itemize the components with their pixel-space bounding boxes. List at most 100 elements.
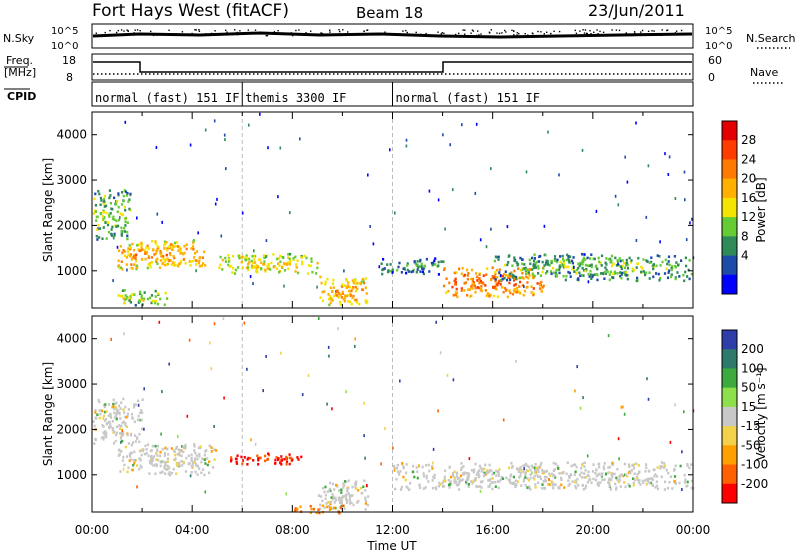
power-echo-cell [343,284,347,287]
power-echo-cell [444,227,446,231]
power-echo-cell [332,278,335,282]
velocity-echo-cell [299,505,302,509]
velocity-echo-cell [560,478,563,481]
velocity-echo-cell [488,470,491,474]
cpid-mode-label: normal (fast) 151 IF [95,91,240,105]
power-echo-cell [661,260,664,264]
velocity-echo-cell [510,461,513,465]
velocity-echo-cell [607,481,610,484]
colorbar-segment [722,368,737,388]
power-echo-cell [369,225,371,228]
velocity-echo-cell [343,480,347,483]
noise-dot [596,29,598,31]
power-echo-cell [364,286,367,290]
velocity-echo-cell [118,411,121,415]
y-tick-label: 1000 [56,264,87,278]
power-echo-cell [626,277,629,281]
power-echo-cell [155,249,158,253]
power-echo-cell [437,260,440,264]
colorbar-segment [722,406,737,427]
cpid-label: CPID [7,90,36,103]
velocity-echo-cell [612,461,615,465]
velocity-echo-cell [401,462,404,465]
velocity-echo-cell [673,475,677,478]
velocity-echo-cell [563,486,566,489]
noise-dot [236,31,238,34]
power-echo-cell [398,261,401,265]
power-echo-cell [625,258,628,262]
power-echo-cell [355,301,358,304]
power-echo-cell [546,261,549,265]
power-echo-cell [164,263,167,267]
power-echo-cell [320,281,323,285]
velocity-echo-cell [184,470,187,473]
power-echo-cell [129,253,132,256]
velocity-echo-cell [453,481,456,484]
power-echo-cell [666,276,670,280]
velocity-echo-cell [663,464,667,468]
velocity-echo-cell [104,430,107,433]
velocity-echo-cell [201,457,204,461]
velocity-echo-cell [418,483,421,487]
velocity-echo-cell [175,472,178,475]
noise-dot [127,30,129,32]
power-echo-cell [591,275,594,279]
velocity-echo-cell [213,458,216,461]
noise-dot [288,32,290,35]
power-echo-cell [467,271,470,275]
velocity-echo-cell [641,479,644,483]
power-echo-cell [474,191,477,195]
power-echo-cell [471,287,474,290]
velocity-echo-cell [541,470,544,474]
power-echo-cell [641,267,644,270]
velocity-echo-cell [458,476,461,480]
noise-dot [310,30,312,32]
power-echo-cell [599,261,602,265]
velocity-echo-cell [193,445,196,448]
power-echo-cell [247,257,251,261]
velocity-echo-cell [539,464,542,467]
power-echo-cell [511,273,514,277]
velocity-echo-cell [466,475,469,478]
velocity-echo-cell [620,473,624,476]
velocity-echo-cell [657,487,660,491]
power-echo-cell [423,264,426,268]
power-echo-cell [492,286,495,289]
velocity-echo-cell [301,393,304,397]
velocity-echo-cell [122,420,125,423]
y-tick-label: 4000 [56,128,87,142]
noise-dot [441,32,443,34]
velocity-echo-cell [499,478,502,482]
power-echo-cell [354,286,357,289]
power-echo-cell [423,266,426,269]
velocity-echo-cell [109,414,112,417]
velocity-echo-cell [366,503,370,507]
velocity-echo-cell [487,479,490,482]
power-echo-cell [667,260,670,263]
velocity-echo-cell [141,411,144,414]
velocity-echo-cell [98,416,101,420]
power-echo-cell [265,255,267,258]
power-echo-cell [161,261,164,265]
power-echo-cell [537,260,541,263]
velocity-echo-cell [544,479,547,483]
power-echo-cell [272,253,275,256]
power-echo-cell [336,289,339,293]
velocity-echo-cell [187,454,190,458]
velocity-echo-cell [627,483,630,486]
velocity-echo-cell [190,471,193,474]
velocity-echo-cell [184,443,187,447]
velocity-echo-cell [562,471,565,475]
velocity-echo-cell [611,472,614,476]
velocity-echo-cell [280,455,283,458]
power-echo-cell [362,279,365,282]
power-echo-cell [118,249,121,252]
velocity-echo-cell [119,449,122,453]
velocity-echo-cell [413,475,416,479]
power-echo-cell [267,263,270,266]
velocity-echo-cell [124,445,127,449]
velocity-echo-cell [427,463,430,467]
velocity-echo-cell [197,446,200,450]
power-echo-cell [463,289,466,292]
velocity-echo-cell [242,459,244,462]
